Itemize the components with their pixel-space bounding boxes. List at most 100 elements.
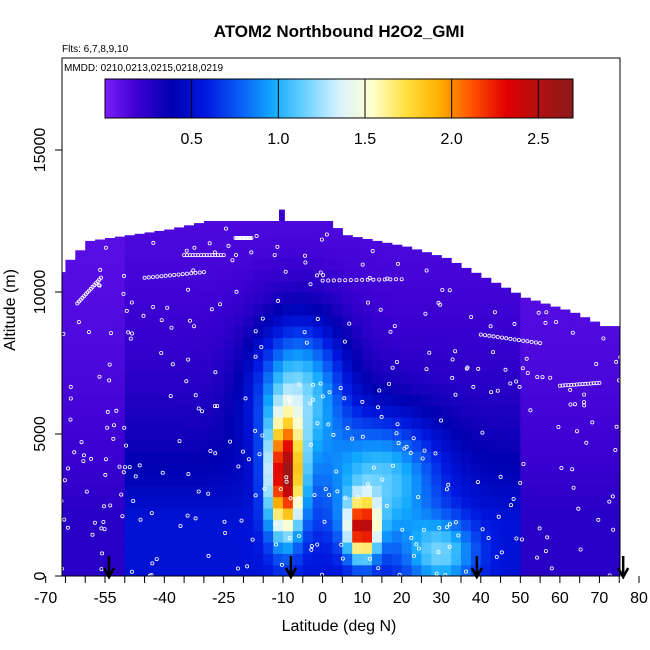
heatmap-cell (569, 564, 581, 576)
heatmap-cell (332, 246, 343, 259)
heatmap-cell (263, 235, 274, 248)
observation-point (209, 307, 214, 312)
heatmap-cell (431, 348, 442, 361)
heatmap-cell (194, 235, 205, 248)
heatmap-cell (95, 541, 106, 554)
heatmap-cell (203, 519, 215, 532)
heatmap-cell (144, 303, 156, 316)
heatmap-cell (480, 280, 492, 293)
heatmap-cell (411, 257, 423, 270)
heatmap-cell (629, 553, 640, 565)
heatmap-cell (174, 394, 185, 407)
heatmap-cell (322, 223, 334, 236)
heatmap-cell (520, 564, 531, 576)
observation-point (475, 480, 480, 485)
heatmap-cell (569, 326, 581, 339)
heatmap-cell (599, 428, 610, 441)
observation-point (170, 362, 175, 367)
heatmap-cell (391, 428, 403, 441)
heatmap-cell (461, 485, 472, 498)
heatmap-cell (154, 530, 165, 543)
heatmap-cell (302, 394, 314, 407)
observation-point (253, 493, 258, 498)
observation-point (464, 366, 469, 371)
heatmap-cell (233, 360, 245, 373)
observation-point (123, 465, 128, 470)
heatmap-cell (124, 564, 136, 576)
heatmap-cell (480, 451, 492, 463)
heatmap-cell (500, 485, 512, 498)
heatmap-cell (362, 269, 373, 282)
heatmap-cell (639, 406, 650, 418)
heatmap-cell (372, 337, 383, 350)
heatmap-cell (599, 348, 610, 361)
heatmap-cell (372, 564, 383, 576)
heatmap-cell (550, 451, 561, 463)
heatmap-cell (609, 439, 620, 452)
observation-point (206, 553, 211, 558)
heatmap-cell (352, 314, 363, 327)
heatmap-cell (302, 451, 314, 463)
heatmap-cell (213, 246, 225, 259)
observation-point (154, 557, 159, 562)
heatmap-cell (421, 507, 432, 520)
heatmap-cell (253, 269, 264, 282)
heatmap-cell (95, 507, 106, 520)
heatmap-cell (579, 451, 591, 463)
heatmap-cell (203, 314, 215, 327)
heatmap-cell (372, 269, 383, 282)
heatmap-cell (203, 303, 215, 316)
heatmap-cell (65, 530, 76, 543)
heatmap-cell (510, 428, 521, 441)
heatmap-cell (619, 451, 620, 463)
heatmap-cell (114, 314, 126, 327)
heatmap-cell (391, 303, 403, 316)
heatmap-cell (322, 553, 334, 566)
observation-point (180, 272, 185, 277)
heatmap-cell (263, 246, 274, 259)
heatmap-cell (273, 292, 284, 304)
heatmap-cell (609, 405, 620, 418)
observation-point (68, 396, 73, 401)
heatmap-cell (609, 428, 620, 441)
heatmap-cell (599, 326, 610, 339)
heatmap-cell (174, 337, 185, 350)
heatmap-cell (401, 371, 413, 384)
observation-point (423, 311, 428, 316)
heatmap-cell (569, 348, 581, 361)
heatmap-cell (530, 314, 541, 327)
observation-point (177, 439, 182, 444)
heatmap-cell (273, 553, 284, 566)
heatmap-cell (75, 337, 86, 350)
heatmap-cell (124, 246, 136, 259)
heatmap-cell (302, 541, 314, 554)
observation-point (540, 375, 545, 380)
heatmap-cell (391, 246, 403, 259)
observation-point (296, 382, 301, 387)
heatmap-cell (559, 564, 571, 576)
heatmap-cell (273, 303, 284, 316)
heatmap-cell (253, 257, 264, 270)
heatmap-cell (194, 292, 205, 304)
heatmap-cell (154, 507, 165, 520)
heatmap-cell (263, 553, 274, 566)
heatmap-cell (550, 417, 561, 429)
heatmap-cell (411, 473, 423, 486)
heatmap-cell (441, 462, 452, 475)
observation-point (326, 278, 331, 283)
heatmap-cell (144, 382, 156, 395)
heatmap-cell (391, 496, 403, 509)
observation-point (384, 503, 389, 508)
heatmap-cell (599, 462, 610, 475)
heatmap-cell (421, 382, 432, 395)
heatmap-cell (184, 519, 195, 532)
heatmap-cell (451, 530, 462, 543)
observation-point (549, 566, 554, 571)
heatmap-cell (520, 297, 531, 304)
heatmap-cell (263, 530, 274, 543)
heatmap-cell (273, 314, 284, 327)
heatmap-cell (283, 326, 294, 339)
heatmap-cell (461, 439, 472, 452)
heatmap-cell (559, 382, 571, 395)
observation-point (498, 474, 503, 479)
